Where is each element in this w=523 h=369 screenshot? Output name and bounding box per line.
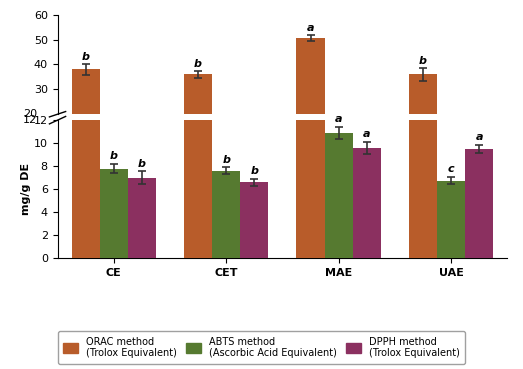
Legend: ORAC method
(Trolox Equivalent), ABTS method
(Ascorbic Acid Equivalent), DPPH me: ORAC method (Trolox Equivalent), ABTS me… bbox=[58, 331, 465, 364]
Bar bbox=[325, 137, 353, 164]
Text: a: a bbox=[475, 132, 483, 142]
Text: b: b bbox=[222, 155, 230, 165]
Bar bbox=[297, 0, 325, 258]
Bar bbox=[72, 69, 100, 164]
Text: c: c bbox=[448, 164, 454, 175]
Text: 12: 12 bbox=[23, 115, 37, 125]
Text: 20: 20 bbox=[23, 109, 37, 119]
Text: b: b bbox=[82, 52, 89, 62]
Bar bbox=[325, 133, 353, 258]
Bar bbox=[240, 182, 268, 258]
Bar bbox=[184, 0, 212, 258]
Bar bbox=[212, 145, 240, 164]
Bar bbox=[184, 75, 212, 164]
Bar bbox=[353, 140, 381, 164]
Bar bbox=[100, 169, 128, 258]
Bar bbox=[128, 178, 156, 258]
Text: b: b bbox=[110, 151, 118, 161]
Bar bbox=[240, 148, 268, 164]
Y-axis label: mg/g DE: mg/g DE bbox=[21, 163, 31, 215]
Text: a: a bbox=[363, 129, 370, 139]
Bar bbox=[437, 180, 465, 258]
Text: b: b bbox=[138, 159, 146, 169]
Bar bbox=[465, 149, 493, 258]
Bar bbox=[212, 171, 240, 258]
Bar bbox=[353, 148, 381, 258]
Bar bbox=[297, 38, 325, 164]
Text: b: b bbox=[194, 59, 202, 69]
Bar bbox=[100, 145, 128, 164]
Text: a: a bbox=[307, 23, 314, 34]
Text: b: b bbox=[251, 166, 258, 176]
Text: b: b bbox=[419, 56, 427, 66]
Bar bbox=[465, 140, 493, 164]
Bar bbox=[437, 147, 465, 164]
Text: a: a bbox=[335, 114, 343, 124]
Bar bbox=[72, 0, 100, 258]
Bar bbox=[409, 75, 437, 164]
Bar bbox=[128, 146, 156, 164]
Bar bbox=[409, 0, 437, 258]
